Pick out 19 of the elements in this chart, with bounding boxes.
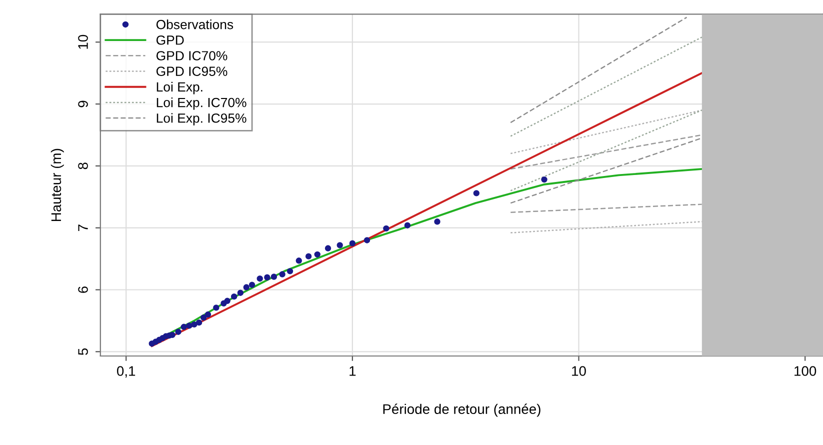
y-tick-label: 5 [78,348,88,355]
legend-label: GPD [156,35,184,45]
x-tick-label: 1 [350,366,356,376]
y-tick-label: 9 [78,100,88,108]
x-tick-label: 100 [794,366,816,376]
legend-label: Observations [156,20,234,30]
x-axis-title: Période de retour (année) [383,404,540,417]
x-tick-label: 10 [572,366,586,376]
y-axis-title: Hauteur (m) [50,148,64,222]
legend-label: Loi Exp. IC95% [156,113,246,126]
legend-label: GPD IC70% [156,51,228,60]
legend-label: Loi Exp. [156,82,202,94]
legend-label: GPD IC95% [156,66,228,76]
x-tick-label: 0,1 [116,366,136,378]
y-tick-label: 6 [78,286,88,293]
legend-label: Loi Exp. IC70% [156,98,246,110]
y-tick-label: 8 [78,162,88,170]
y-tick-label: 7 [78,224,88,231]
y-tick-label: 10 [78,34,88,49]
